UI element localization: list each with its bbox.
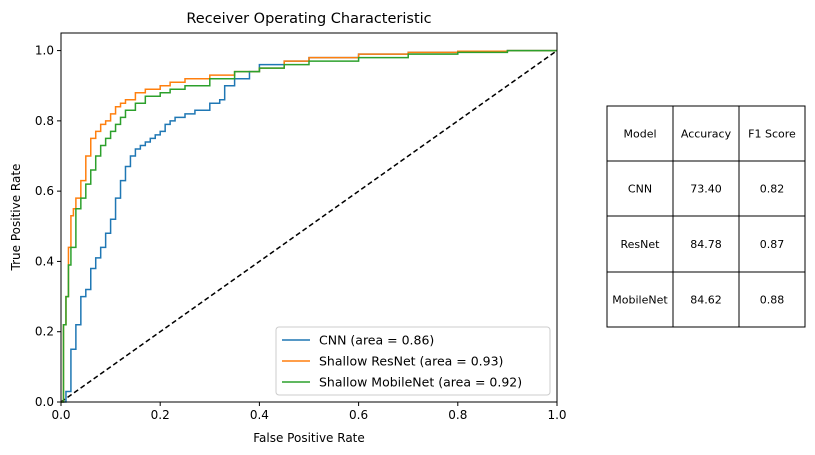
y-tick-label: 0.8 bbox=[35, 114, 54, 128]
table-cell bbox=[672, 160, 740, 217]
series-line-1 bbox=[61, 49, 557, 403]
table-cell-text: 0.82 bbox=[760, 183, 785, 196]
table-cell bbox=[606, 105, 674, 162]
table-header-text: F1 Score bbox=[748, 128, 796, 141]
x-tick-label: 0.2 bbox=[151, 408, 170, 422]
legend-label: Shallow ResNet (area = 0.93) bbox=[319, 354, 503, 369]
x-axis-title: False Positive Rate bbox=[253, 431, 365, 445]
table-cell bbox=[738, 160, 806, 217]
table-cell-text: 0.87 bbox=[760, 238, 785, 251]
table-cell-text: 73.40 bbox=[690, 183, 722, 196]
x-tick-label: 0.4 bbox=[250, 408, 269, 422]
x-tick-label: 0.6 bbox=[349, 408, 368, 422]
table-cell-text: 84.78 bbox=[690, 238, 722, 251]
legend-label: Shallow MobileNet (area = 0.92) bbox=[319, 375, 522, 390]
table-cell-text: MobileNet bbox=[612, 294, 668, 307]
y-tick-label: 0.4 bbox=[35, 254, 54, 268]
legend-box bbox=[275, 326, 551, 396]
plot-area bbox=[60, 49, 558, 403]
legend: CNN (area = 0.86) Shallow ResNet (area = … bbox=[275, 326, 551, 396]
x-tick-label: 1.0 bbox=[547, 408, 566, 422]
series-line-3 bbox=[61, 49, 557, 403]
table-header-text: Model bbox=[623, 128, 656, 141]
table-cell bbox=[738, 271, 806, 328]
table-cell-text: 0.88 bbox=[760, 294, 785, 307]
y-tick-label: 1.0 bbox=[35, 44, 54, 58]
chart-title: Receiver Operating Characteristic bbox=[186, 11, 431, 27]
y-tick-label: 0.0 bbox=[35, 395, 54, 409]
table-cell bbox=[738, 215, 806, 273]
x-tick-label: 0.0 bbox=[51, 408, 70, 422]
y-axis-ticks: 0.0 0.2 0.4 0.6 0.8 1.0 bbox=[35, 44, 61, 409]
table-cell bbox=[606, 215, 674, 273]
x-tick-label: 0.8 bbox=[448, 408, 467, 422]
legend-label: CNN (area = 0.86) bbox=[319, 333, 434, 348]
table-cell-text: CNN bbox=[628, 183, 652, 196]
metrics-table: Model Accuracy F1 Score CNN 73.40 0.82 ResNet 8… bbox=[606, 105, 806, 328]
table-cell bbox=[672, 215, 740, 273]
table-cell-text: 84.62 bbox=[690, 294, 722, 307]
table-cell bbox=[738, 105, 806, 162]
axes-frame bbox=[60, 32, 558, 403]
table-cell-text: ResNet bbox=[621, 238, 661, 251]
table-cell bbox=[606, 160, 674, 217]
x-axis-ticks: 0.0 0.2 0.4 0.6 0.8 1.0 bbox=[51, 402, 567, 422]
y-axis-title: True Positive Rate bbox=[9, 164, 23, 272]
series-line-2 bbox=[61, 49, 557, 403]
y-tick-label: 0.6 bbox=[35, 184, 54, 198]
y-tick-label: 0.2 bbox=[35, 325, 54, 339]
table-cell bbox=[606, 271, 674, 328]
table-header-text: Accuracy bbox=[681, 128, 732, 141]
reference-diagonal-line bbox=[60, 49, 558, 403]
table-cell bbox=[672, 271, 740, 328]
